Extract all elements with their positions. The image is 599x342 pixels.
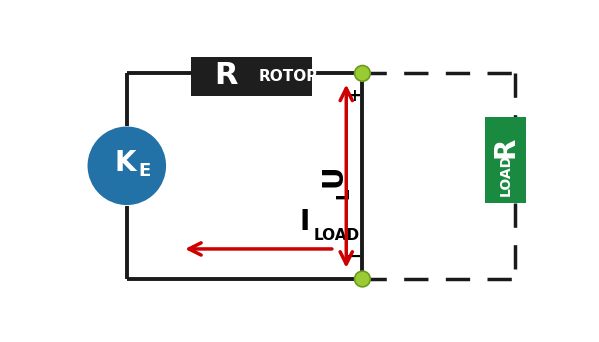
Text: I: I: [299, 208, 309, 236]
Circle shape: [355, 271, 370, 287]
Text: L: L: [334, 188, 352, 199]
Text: E: E: [138, 162, 150, 180]
Text: −: −: [346, 247, 363, 266]
Text: U: U: [319, 165, 347, 187]
Text: K: K: [114, 149, 136, 177]
Circle shape: [87, 127, 166, 205]
Bar: [485, 117, 527, 203]
Text: R: R: [214, 61, 238, 90]
Circle shape: [355, 66, 370, 81]
Text: +: +: [347, 87, 362, 105]
Text: LOAD: LOAD: [498, 154, 513, 196]
Text: ROTOR: ROTOR: [259, 69, 319, 84]
Text: LOAD: LOAD: [314, 228, 360, 244]
Bar: [192, 57, 311, 96]
Text: R: R: [492, 136, 520, 158]
